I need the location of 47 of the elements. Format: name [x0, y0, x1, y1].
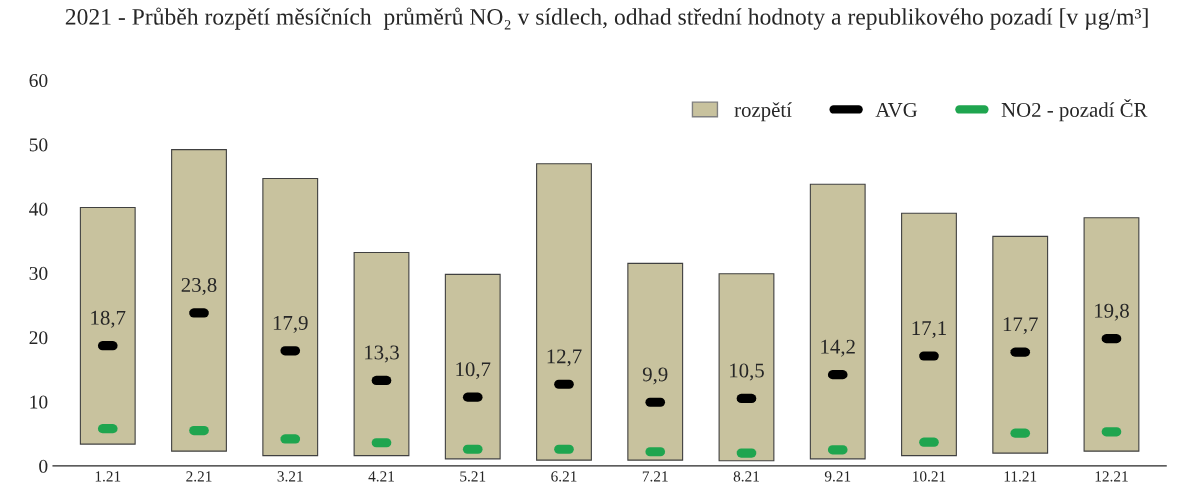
x-tick-label: 2.21	[186, 471, 212, 482]
bar	[1083, 217, 1140, 452]
legend-label: NO2 - pozadí ČR	[1001, 98, 1148, 122]
data-label: 10,7	[456, 362, 491, 380]
y-tick-label: 40	[29, 202, 48, 216]
bar	[171, 149, 227, 452]
x-tick-label: 4.21	[368, 471, 394, 482]
data-label: 12,7	[547, 349, 582, 367]
data-label: 17,1	[912, 321, 946, 339]
y-tick-label: 30	[29, 266, 48, 280]
data-label: 18,7	[91, 310, 126, 328]
legend-label: AVG	[875, 102, 918, 118]
bar	[627, 262, 684, 461]
bar	[809, 183, 866, 460]
x-tick-label: 3.21	[277, 471, 303, 482]
data-label: 9,9	[642, 367, 668, 385]
x-tick-label: 11.21	[1004, 471, 1037, 482]
data-label: 17,9	[273, 315, 308, 333]
chart-title: 2021 - Průběh rozpětí měsíčních průměrů NO₂ v sídlech, odhad střední hodnoty a republikového pozadí [v µg/m³]	[65, 7, 1148, 30]
y-tick-label: 50	[29, 138, 48, 152]
bar	[901, 212, 957, 457]
data-label: 19,8	[1095, 303, 1129, 321]
y-tick-label: 0	[39, 459, 48, 473]
data-label: 17,7	[1003, 317, 1038, 335]
y-tick-label: 10	[30, 395, 48, 409]
data-label: 14,2	[821, 339, 855, 357]
bar	[353, 251, 410, 457]
data-label: 13,3	[365, 345, 399, 363]
data-label: 10,5	[730, 363, 764, 381]
data-label: 23,8	[181, 277, 217, 296]
x-tick-label: 7.21	[642, 471, 668, 482]
x-tick-label: 5.21	[460, 471, 486, 482]
x-tick-label: 1.21	[95, 471, 121, 482]
x-tick-label: 12.21	[1095, 471, 1128, 482]
x-tick-label: 6.21	[551, 471, 577, 482]
bar	[79, 206, 136, 445]
bar	[718, 273, 775, 462]
bar	[536, 163, 592, 461]
bar	[992, 235, 1049, 454]
x-tick-label: 9.21	[824, 471, 851, 482]
y-tick-label: 60	[29, 73, 48, 88]
x-tick-label: 8.21	[733, 471, 759, 482]
y-tick-label: 20	[29, 331, 48, 345]
bar	[262, 177, 319, 457]
bar	[444, 273, 501, 460]
x-tick-label: 10.21	[913, 471, 946, 482]
legend-label: rozpětí	[734, 102, 792, 122]
